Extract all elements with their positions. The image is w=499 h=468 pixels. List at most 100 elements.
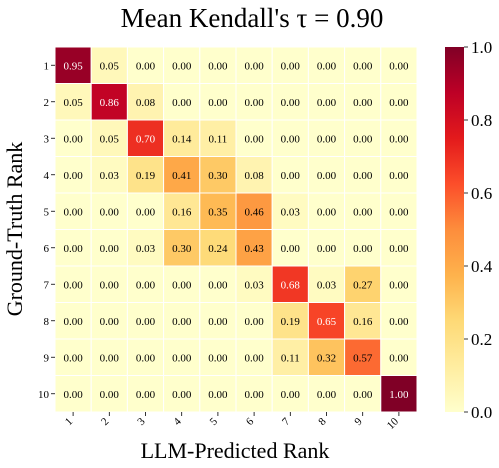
cell-value-label: 0.00 (389, 206, 409, 218)
y-tick-label: 6 (44, 243, 50, 255)
heatmap-cell (344, 265, 382, 303)
cell-value-label: 0.70 (136, 133, 156, 145)
heatmap-cell (54, 375, 92, 413)
cell-value-label: 0.00 (63, 316, 83, 328)
heatmap-cell (199, 192, 237, 230)
cell-value-label: 0.00 (63, 206, 83, 218)
cell-value-label: 0.57 (353, 352, 373, 364)
heatmap-cell (380, 46, 418, 84)
cell-value-label: 0.00 (172, 279, 192, 291)
heatmap-cell (235, 265, 273, 303)
heatmap-cell (380, 119, 418, 157)
y-tick-label: 10 (38, 389, 50, 401)
heatmap-cell (163, 83, 201, 121)
chart-title: Mean Kendall's τ = 0.90 (121, 3, 384, 33)
cell-value-label: 0.19 (136, 170, 156, 182)
y-axis-ticks: 1 2 3 4 5 6 7 8 9 10 (38, 60, 55, 401)
cell-value-label: 0.00 (389, 352, 409, 364)
colorbar (445, 47, 464, 412)
cell-value-label: 0.32 (317, 352, 336, 364)
y-tick-label: 4 (44, 170, 50, 182)
cell-value-label: 0.00 (208, 352, 228, 364)
cell-value-label: 0.00 (100, 316, 120, 328)
heatmap-cell-labels: 0.95 0.05 0.00 0.00 0.00 0.00 0.00 0.00 0.00 0.00… (63, 60, 409, 401)
cell-value-label: 0.43 (244, 243, 264, 255)
cell-value-label: 0.03 (281, 206, 301, 218)
cell-value-label: 0.00 (63, 243, 83, 255)
heatmap-cell (344, 192, 382, 230)
cell-value-label: 0.95 (63, 60, 83, 72)
heatmap-cell (307, 83, 346, 121)
cell-value-label: 0.00 (136, 206, 156, 218)
heatmap-cell (235, 302, 273, 340)
cell-value-label: 0.35 (208, 206, 228, 218)
cell-value-label: 0.30 (172, 243, 192, 255)
cell-value-label: 0.00 (208, 279, 228, 291)
cell-value-label: 0.14 (172, 133, 192, 145)
heatmap-cell (271, 156, 309, 194)
cell-value-label: 0.03 (100, 170, 120, 182)
cell-value-label: 0.00 (317, 206, 337, 218)
cell-value-label: 0.00 (281, 243, 301, 255)
heatmap-cell (380, 375, 418, 413)
heatmap-cell (344, 375, 382, 413)
heatmap-cell (271, 302, 309, 340)
heatmap-cell (344, 83, 382, 121)
heatmap-cell (271, 119, 309, 157)
heatmap-cell (380, 192, 418, 230)
x-tick-label: 8 (316, 415, 329, 428)
heatmap-cell (235, 229, 273, 267)
heatmap-cell (271, 338, 309, 376)
cell-value-label: 0.00 (244, 316, 264, 328)
y-tick-label: 1 (44, 60, 50, 72)
cell-value-label: 0.00 (208, 97, 228, 109)
cell-value-label: 0.00 (281, 389, 301, 401)
cell-value-label: 0.00 (136, 316, 156, 328)
y-tick-label: 2 (44, 97, 50, 109)
cell-value-label: 0.00 (353, 60, 373, 72)
heatmap-cell (90, 192, 128, 230)
cell-value-label: 0.00 (172, 389, 192, 401)
heatmap-cell (90, 338, 128, 376)
cell-value-label: 0.00 (244, 389, 264, 401)
cell-value-label: 0.00 (317, 133, 337, 145)
cell-value-label: 0.00 (63, 170, 83, 182)
heatmap-cell (307, 119, 346, 157)
cell-value-label: 0.16 (172, 206, 192, 218)
heatmap-cell (271, 192, 309, 230)
colorbar-tick-label: 0.2 (471, 330, 492, 349)
cell-value-label: 0.00 (100, 206, 120, 218)
cell-value-label: 0.00 (136, 279, 156, 291)
cell-value-label: 0.16 (353, 316, 373, 328)
cell-value-label: 0.11 (281, 352, 300, 364)
heatmap-cell (307, 302, 346, 340)
cell-value-label: 0.00 (389, 170, 409, 182)
heatmap-cell (163, 265, 201, 303)
colorbar-tick-label: 0.0 (471, 403, 492, 422)
cell-value-label: 0.03 (136, 243, 156, 255)
x-tick-label: 10 (385, 415, 402, 432)
cell-value-label: 0.00 (208, 316, 228, 328)
cell-value-label: 0.08 (244, 170, 264, 182)
cell-value-label: 1.00 (389, 389, 409, 401)
y-tick-label: 3 (44, 133, 50, 145)
heatmap-cell (126, 229, 165, 267)
x-tick-label: 4 (171, 415, 184, 428)
cell-value-label: 0.00 (244, 352, 264, 364)
heatmap-cell (54, 265, 92, 303)
x-axis-ticks: 1 2 3 4 5 6 7 8 9 10 (63, 412, 402, 432)
cell-value-label: 0.24 (208, 243, 228, 255)
cell-value-label: 0.00 (353, 170, 373, 182)
cell-value-label: 0.00 (389, 279, 409, 291)
cell-value-label: 0.00 (100, 389, 120, 401)
heatmap-cell (126, 302, 165, 340)
cell-value-label: 0.00 (389, 133, 409, 145)
cell-value-label: 0.00 (172, 316, 192, 328)
cell-value-label: 0.46 (244, 206, 264, 218)
y-tick-label: 9 (44, 352, 50, 364)
heatmap-cell (235, 83, 273, 121)
cell-value-label: 0.00 (63, 133, 83, 145)
heatmap-cell (54, 229, 92, 267)
cell-value-label: 0.00 (389, 243, 409, 255)
